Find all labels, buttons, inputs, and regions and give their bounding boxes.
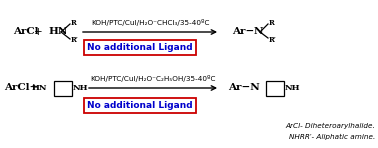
Text: KOH/PTC/CuI/H₂O⁻C₂H₅OH/35-40ºC: KOH/PTC/CuI/H₂O⁻C₂H₅OH/35-40ºC	[90, 75, 216, 82]
FancyBboxPatch shape	[84, 40, 196, 55]
Text: R: R	[71, 19, 77, 27]
Bar	[54, 81, 72, 95]
Text: ArCl+: ArCl+	[4, 83, 38, 92]
Text: Ar−: Ar−	[232, 28, 254, 37]
Text: NH: NH	[73, 84, 88, 92]
Text: No additional Ligand: No additional Ligand	[87, 43, 193, 52]
Text: Ar−N: Ar−N	[228, 83, 260, 92]
Text: +: +	[34, 27, 42, 37]
Text: ArCl- Diheteroarylhalide.: ArCl- Diheteroarylhalide.	[285, 123, 375, 129]
Bar	[266, 81, 284, 95]
Text: R′: R′	[71, 36, 79, 44]
Text: NHRR′- Aliphatic amine.: NHRR′- Aliphatic amine.	[289, 134, 375, 140]
Text: R: R	[269, 19, 275, 27]
Text: ArCl: ArCl	[13, 28, 39, 37]
Text: R′: R′	[269, 36, 277, 44]
Text: N: N	[254, 28, 263, 37]
Text: No additional Ligand: No additional Ligand	[87, 101, 193, 110]
Text: KOH/PTC/CuI/H₂O⁻CHCl₃/35-40ºC: KOH/PTC/CuI/H₂O⁻CHCl₃/35-40ºC	[91, 20, 209, 26]
Text: NH: NH	[285, 84, 301, 92]
FancyBboxPatch shape	[84, 98, 196, 113]
Text: HN: HN	[32, 84, 48, 92]
Text: HN: HN	[48, 28, 67, 37]
